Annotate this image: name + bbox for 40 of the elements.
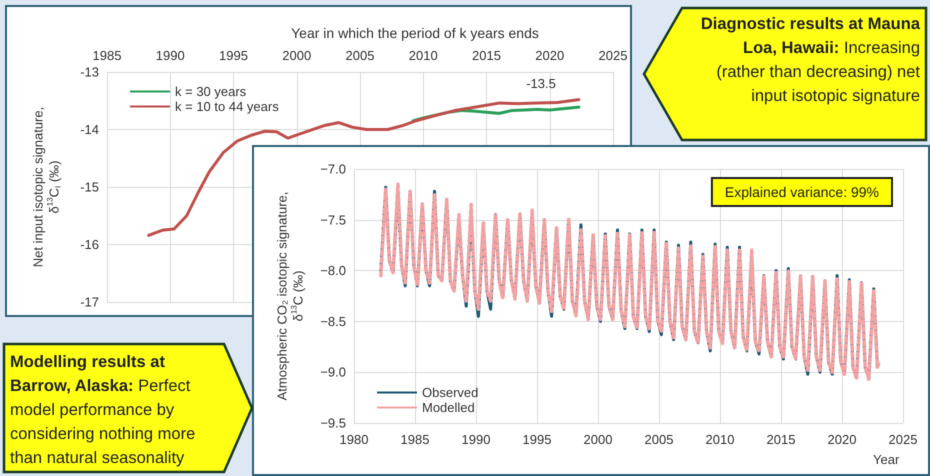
- legend-label: Observed: [422, 385, 478, 400]
- x-tick-label: 1995: [219, 48, 248, 63]
- y-tick-label: −7.5: [320, 212, 346, 228]
- x-tick-label: 1990: [462, 432, 490, 447]
- legend-label: Modelled: [422, 400, 475, 415]
- text: Modelling results at Barrow, Alaska: Perfect model performance by considering nothing more than natural seasonality: [10, 353, 196, 467]
- x-tick-label: 2015: [472, 48, 501, 63]
- y-tick-label: −9.5: [320, 416, 346, 430]
- y-tick-label: −7.0: [320, 162, 346, 176]
- y-tick-label: -14: [80, 122, 99, 137]
- x-tick-label: 1995: [522, 432, 552, 447]
- y-tick-label: −9.0: [320, 364, 346, 380]
- legend-label: k = 30 years: [175, 84, 247, 99]
- x-tick-label: 2025: [888, 432, 918, 447]
- x-tick-label: 2010: [408, 48, 438, 63]
- x-tick-label: 1985: [92, 48, 122, 63]
- y-tick-label: -16: [80, 237, 99, 252]
- x-tick-label: 2005: [644, 432, 674, 447]
- x-tick-label: 2000: [584, 432, 612, 447]
- y-tick-label: −8.0: [320, 263, 346, 278]
- text: Diagnostic results at Mauna Loa, Hawaii: Increasing (rather than decreasing) net input isotopic signature: [700, 15, 920, 105]
- x-tick-label: 2005: [346, 48, 374, 63]
- x-tick-label: 2010: [706, 432, 734, 447]
- x-tick-label: 2020: [828, 432, 856, 447]
- x-tick-label: 2025: [598, 48, 628, 63]
- y-tick-label: −8.5: [320, 314, 346, 329]
- x-tick-label: 2020: [535, 48, 564, 63]
- x-axis-title: Year in which the period of k years ends: [291, 25, 539, 41]
- y-tick-label: -15: [80, 180, 99, 194]
- x-tick-label: 2015: [766, 432, 796, 447]
- x-tick-label: 1980: [340, 432, 368, 447]
- annotation: Explained variance: 99%: [724, 184, 880, 200]
- x-tick-label: 1990: [156, 48, 185, 63]
- y-tick-label: -17: [80, 294, 99, 310]
- y-tick-label: -13: [80, 64, 99, 80]
- x-tick-label: 1985: [400, 432, 430, 447]
- annotation: -13.5: [526, 76, 556, 92]
- x-tick-label: 2000: [282, 48, 312, 63]
- x-axis-title: Year: [873, 452, 900, 467]
- legend-label: k = 10 to 44 years: [175, 99, 280, 114]
